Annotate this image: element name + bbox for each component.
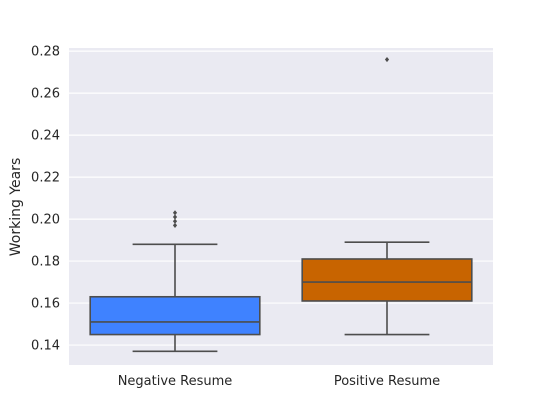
outlier-point [172, 222, 178, 228]
box-group [89, 210, 261, 353]
y-tick-label: 0.20 [31, 213, 60, 228]
x-tick-label: Positive Resume [334, 374, 440, 389]
y-tick-label: 0.24 [31, 129, 60, 144]
outlier-point [172, 214, 178, 220]
box-group [301, 56, 473, 336]
y-tick-label: 0.26 [31, 87, 60, 102]
boxes [89, 56, 473, 353]
x-axis-ticks: Negative Resume Positive Resume [118, 374, 440, 389]
outlier-point [172, 210, 178, 216]
y-tick-label: 0.18 [31, 255, 60, 270]
y-axis-ticks: 0.14 0.16 0.18 0.20 0.22 0.24 0.26 0.28 [31, 45, 60, 354]
outlier-point [172, 218, 178, 224]
iqr-box [89, 295, 261, 336]
iqr-box [301, 258, 473, 302]
y-tick-label: 0.28 [31, 45, 60, 60]
y-tick-label: 0.16 [31, 297, 60, 312]
y-axis-label: Working Years [8, 158, 24, 257]
x-tick-label: Negative Resume [118, 374, 233, 389]
y-tick-label: 0.22 [31, 171, 60, 186]
y-tick-label: 0.14 [31, 339, 60, 354]
outlier-point [384, 56, 390, 63]
